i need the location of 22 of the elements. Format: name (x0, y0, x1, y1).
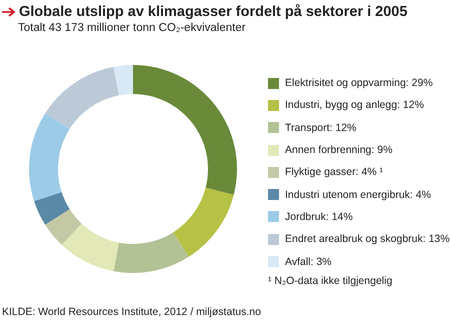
donut-slice (45, 209, 82, 245)
chart-subtitle: Totalt 43 173 millioner tonn CO₂-ekvivalenter (18, 22, 246, 34)
legend-label: Annen forbrenning: 9% (285, 144, 392, 156)
donut-slice (29, 113, 70, 202)
legend-label: Elektrisitet og oppvarming: 29% (285, 77, 433, 90)
legend-label: Industri, bygg og anlegg: 12% (285, 99, 424, 112)
legend-label: Endret arealbruk og skogbruk: 13% (285, 233, 450, 246)
donut-slice (34, 192, 70, 225)
donut-slice (173, 188, 234, 257)
donut-slice (114, 65, 133, 96)
legend-label: Industri utenom energibruk: 4% (285, 188, 431, 201)
chart-title: Globale utslipp av klimagasser fordelt på sektorer i 2005 (19, 4, 408, 20)
donut-slice (133, 65, 237, 195)
legend-label: Flyktige gasser: 4% ¹ (285, 166, 384, 178)
legend-label: Transport: 12% (285, 122, 356, 134)
legend-label: Avfall: 3% (285, 256, 332, 268)
donut-slice (114, 232, 189, 273)
donut-slice (45, 66, 119, 129)
legend-label: Jordbruk: 14% (285, 210, 353, 223)
donut-slice (62, 224, 119, 272)
text: KILDE: World Resources Institute, 2012 / miljøstatus.no (2, 306, 261, 318)
text: ¹ N₂O-data ikke tilgjengelig (268, 274, 394, 287)
